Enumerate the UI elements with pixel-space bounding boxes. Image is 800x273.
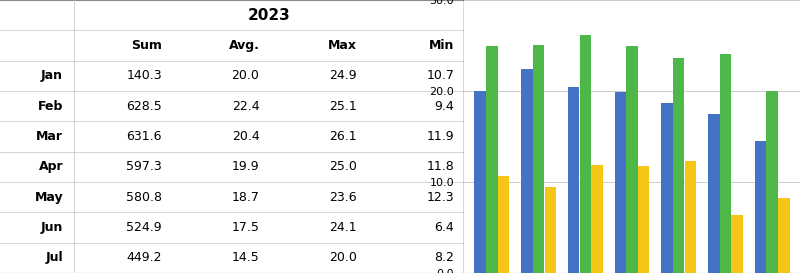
Bar <box>638 166 650 273</box>
Bar <box>766 91 778 273</box>
Bar <box>498 176 510 273</box>
Text: 628.5: 628.5 <box>126 100 162 113</box>
Text: 20.4: 20.4 <box>232 130 259 143</box>
Text: Min: Min <box>429 39 454 52</box>
Bar <box>474 91 486 273</box>
Text: 10.7: 10.7 <box>426 69 454 82</box>
Bar <box>778 198 790 273</box>
Text: Apr: Apr <box>38 160 63 173</box>
Text: 8.2: 8.2 <box>434 251 454 264</box>
Text: Mar: Mar <box>36 130 63 143</box>
Text: 25.0: 25.0 <box>329 160 357 173</box>
Text: 20.0: 20.0 <box>329 251 357 264</box>
Bar <box>591 165 603 273</box>
Bar <box>731 215 743 273</box>
Bar <box>568 87 579 273</box>
Bar <box>545 188 556 273</box>
Bar <box>533 44 545 273</box>
Text: Sum: Sum <box>131 39 162 52</box>
Text: 11.8: 11.8 <box>426 160 454 173</box>
Bar <box>579 35 591 273</box>
Bar <box>708 114 719 273</box>
Text: 11.9: 11.9 <box>426 130 454 143</box>
Text: 26.1: 26.1 <box>329 130 357 143</box>
Text: Jul: Jul <box>46 251 63 264</box>
Bar <box>626 46 638 273</box>
Text: 17.5: 17.5 <box>231 221 259 234</box>
Text: Jan: Jan <box>41 69 63 82</box>
Text: 2023: 2023 <box>248 8 290 23</box>
Text: 449.2: 449.2 <box>126 251 162 264</box>
Text: 580.8: 580.8 <box>126 191 162 204</box>
Text: May: May <box>34 191 63 204</box>
Bar <box>673 58 685 273</box>
Text: 20.0: 20.0 <box>231 69 259 82</box>
Text: 14.5: 14.5 <box>232 251 259 264</box>
Text: 23.6: 23.6 <box>329 191 357 204</box>
Text: Avg.: Avg. <box>229 39 259 52</box>
Bar <box>719 54 731 273</box>
Bar <box>661 103 673 273</box>
Text: 6.4: 6.4 <box>434 221 454 234</box>
Text: 18.7: 18.7 <box>231 191 259 204</box>
Text: 597.3: 597.3 <box>126 160 162 173</box>
Text: 12.3: 12.3 <box>426 191 454 204</box>
Bar <box>614 92 626 273</box>
Text: 9.4: 9.4 <box>434 100 454 113</box>
Bar <box>754 141 766 273</box>
Text: 24.9: 24.9 <box>329 69 357 82</box>
Bar <box>685 161 696 273</box>
Text: Max: Max <box>328 39 357 52</box>
Text: 22.4: 22.4 <box>232 100 259 113</box>
Bar <box>486 46 498 273</box>
Bar <box>521 69 533 273</box>
Text: 19.9: 19.9 <box>232 160 259 173</box>
Text: 24.1: 24.1 <box>329 221 357 234</box>
Text: 140.3: 140.3 <box>126 69 162 82</box>
Text: 631.6: 631.6 <box>126 130 162 143</box>
Text: 524.9: 524.9 <box>126 221 162 234</box>
Text: 25.1: 25.1 <box>329 100 357 113</box>
Text: Feb: Feb <box>38 100 63 113</box>
Text: Jun: Jun <box>41 221 63 234</box>
